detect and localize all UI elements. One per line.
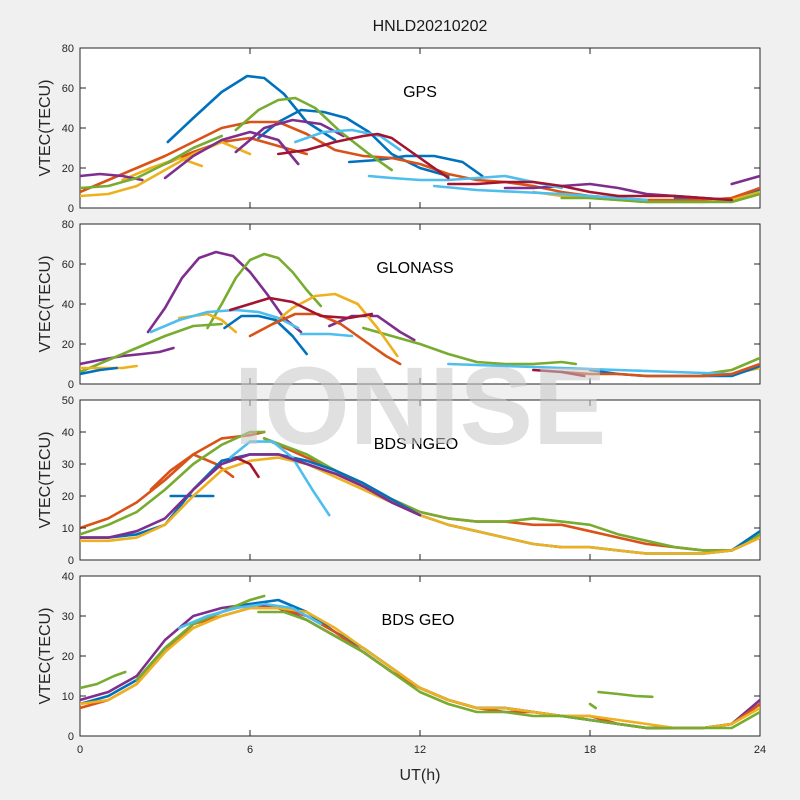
- panel-2: 0 10 20 30 40 50 VTEC(TECU) BDS NGEO: [37, 395, 761, 567]
- series-line-17: [248, 312, 402, 366]
- y-tick-label: 20: [62, 491, 74, 503]
- y-tick-label: 10: [62, 523, 74, 535]
- y-tick-label: 30: [62, 611, 74, 623]
- figure-title: HNLD20210202: [373, 18, 488, 35]
- y-tick-label: 40: [62, 299, 74, 311]
- series-line-0: [166, 74, 337, 144]
- series-line-18: [560, 362, 760, 378]
- x-tick-label: 18: [584, 744, 596, 756]
- series-line-1: [80, 346, 175, 366]
- panel-label: BDS GEO: [382, 612, 455, 629]
- series-line-15: [234, 96, 393, 172]
- plot-area: [79, 47, 761, 209]
- series-line-8: [588, 702, 597, 710]
- panel-label: BDS NGEO: [374, 436, 458, 453]
- series-line-4: [80, 670, 127, 690]
- series-line-2: [347, 154, 484, 178]
- series-line-9: [177, 602, 323, 630]
- y-axis-label: VTEC(TECU): [37, 432, 54, 529]
- watermark-text: IONISE: [234, 345, 607, 468]
- series-line-19: [228, 296, 374, 320]
- y-tick-label: 60: [62, 259, 74, 271]
- series-line-3: [206, 252, 323, 330]
- series-line-20: [532, 368, 586, 378]
- series-line-6: [257, 610, 760, 730]
- y-tick-label: 0: [68, 379, 74, 391]
- series-line-7: [597, 690, 654, 699]
- y-axis-label: VTEC(TECU): [37, 80, 54, 177]
- x-tick-label: 24: [754, 744, 766, 756]
- x-axis-label: UT(h): [400, 767, 441, 784]
- y-tick-label: 0: [68, 555, 74, 567]
- series-line-19: [432, 184, 648, 202]
- series-line-4: [80, 322, 223, 374]
- series-line-15: [299, 332, 354, 338]
- series-line-6: [80, 140, 252, 198]
- series-line-5: [135, 594, 266, 682]
- series-line-14: [149, 308, 300, 334]
- series-line-16: [447, 362, 733, 376]
- series-line-0: [80, 430, 266, 530]
- y-tick-label: 50: [62, 395, 74, 407]
- y-tick-label: 60: [62, 83, 74, 95]
- y-tick-label: 80: [62, 43, 74, 55]
- series-line-21: [447, 180, 733, 202]
- series-line-11: [223, 314, 308, 356]
- y-tick-label: 80: [62, 219, 74, 231]
- series-line-3: [80, 430, 266, 536]
- plot-area: [79, 575, 761, 737]
- panel-0: 0 20 40 60 80 VTEC(TECU) GPS: [37, 43, 761, 215]
- series-line-20: [277, 132, 450, 180]
- x-tick-label: 12: [414, 744, 426, 756]
- y-axis-label: VTEC(TECU): [37, 256, 54, 353]
- series-line-1: [149, 453, 235, 491]
- series-line-16: [560, 192, 760, 204]
- series-line-0: [146, 250, 303, 334]
- series-line-10: [163, 130, 300, 180]
- series-line-10: [234, 456, 260, 479]
- series-group: [80, 74, 760, 204]
- series-line-1: [257, 108, 450, 178]
- series-group: [80, 594, 760, 730]
- series-line-13: [730, 174, 760, 186]
- panel-1: 0 20 40 60 80 VTEC(TECU) GLONASS: [37, 219, 761, 391]
- series-line-14: [80, 134, 223, 190]
- series-line-2: [328, 314, 416, 342]
- series-line-3: [80, 606, 760, 730]
- series-line-17: [294, 128, 402, 152]
- y-axis-label: VTEC(TECU): [37, 608, 54, 705]
- series-line-5: [362, 326, 578, 366]
- y-tick-label: 40: [62, 123, 74, 135]
- y-tick-label: 20: [62, 163, 74, 175]
- y-tick-label: 0: [68, 203, 74, 215]
- y-tick-label: 0: [68, 731, 74, 743]
- y-tick-label: 10: [62, 691, 74, 703]
- y-tick-label: 40: [62, 571, 74, 583]
- series-group: [80, 250, 760, 378]
- x-tick-label: 6: [247, 744, 253, 756]
- y-tick-label: 20: [62, 339, 74, 351]
- series-group: [80, 430, 760, 555]
- series-line-12: [80, 366, 119, 376]
- panel-label: GPS: [403, 84, 437, 101]
- panel-label: GLONASS: [376, 260, 453, 277]
- y-tick-label: 20: [62, 651, 74, 663]
- panel-3: 0 10 20 30 40 0 6 12 18 24 VTEC(TECU) BDS GEO: [37, 571, 766, 756]
- series-line-8: [228, 440, 331, 517]
- series-line-11: [234, 118, 345, 154]
- y-tick-label: 40: [62, 427, 74, 439]
- x-tick-label: 0: [77, 744, 83, 756]
- series-line-9: [80, 453, 422, 539]
- series-line-7: [271, 292, 399, 358]
- y-tick-label: 30: [62, 459, 74, 471]
- plot-area: [79, 399, 761, 561]
